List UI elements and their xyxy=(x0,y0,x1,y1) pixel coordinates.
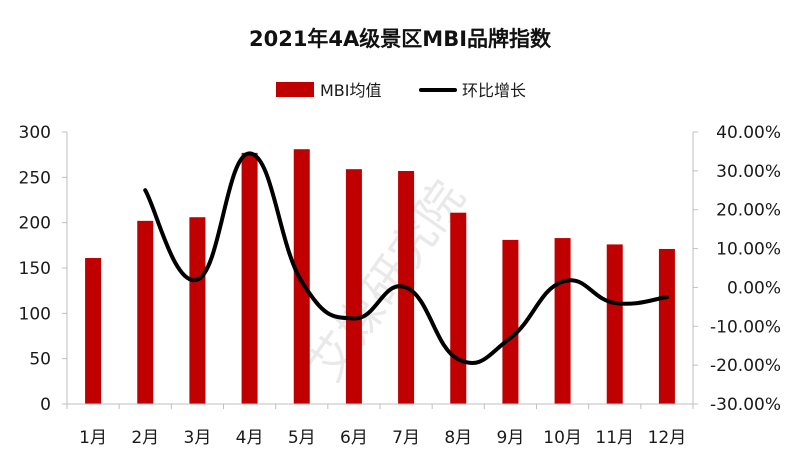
x-tick-label: 4月 xyxy=(236,428,264,448)
bar-10 xyxy=(554,238,571,404)
bar-9 xyxy=(502,239,519,404)
line-series xyxy=(143,151,669,366)
y-right-tick-label: -20.00% xyxy=(710,356,781,376)
x-tick-label: 11月 xyxy=(595,428,634,448)
y-right-tick-labels: -30.00% -20.00% -10.00% 0.00% 10.00% 20.00% 30… xyxy=(710,123,781,415)
y-left-tick-label: 200 xyxy=(19,214,51,234)
bar-11 xyxy=(606,244,623,404)
legend-bar-swatch xyxy=(276,82,314,97)
axes xyxy=(62,131,698,409)
x-tick-label: 7月 xyxy=(392,428,420,448)
watermark: 艾媒研究院 xyxy=(299,171,475,390)
y-left-tick-label: 0 xyxy=(40,395,51,415)
legend-line-label: 环比增长 xyxy=(462,81,526,100)
x-tick-label: 2月 xyxy=(131,428,159,448)
x-tick-label: 6月 xyxy=(340,428,368,448)
bar-4 xyxy=(241,152,258,404)
y-right-tick-label: 0.00% xyxy=(727,278,781,298)
y-left-tick-label: 250 xyxy=(19,168,51,188)
bar-12 xyxy=(658,248,675,404)
bar-5 xyxy=(293,149,310,404)
y-right-tick-label: -10.00% xyxy=(710,317,781,337)
bar-6 xyxy=(345,169,362,404)
y-left-tick-label: 50 xyxy=(29,350,51,370)
bar-1 xyxy=(85,258,102,404)
y-left-tick-label: 150 xyxy=(19,259,51,279)
x-tick-label: 3月 xyxy=(184,428,212,448)
bar-3 xyxy=(189,217,206,404)
x-tick-label: 10月 xyxy=(543,428,582,448)
legend: MBI均值 环比增长 xyxy=(276,81,526,100)
y-left-tick-labels: 0 50 100 150 200 250 300 xyxy=(19,123,51,415)
legend-bar-label: MBI均值 xyxy=(320,81,382,100)
x-tick-label: 9月 xyxy=(497,428,525,448)
x-tick-labels: 1月 2月 3月 4月 5月 6月 7月 8月 9月 10月 11月 12月 xyxy=(79,428,686,448)
x-tick-label: 5月 xyxy=(288,428,316,448)
y-left-tick-label: 100 xyxy=(19,304,51,324)
chart-title: 2021年4A级景区MBI品牌指数 xyxy=(249,27,552,51)
y-right-tick-label: 20.00% xyxy=(716,201,781,221)
y-right-tick-label: 30.00% xyxy=(716,162,781,182)
bar-8 xyxy=(450,212,467,404)
y-right-tick-label: -30.00% xyxy=(710,395,781,415)
x-tick-label: 12月 xyxy=(648,428,687,448)
bar-2 xyxy=(137,220,154,404)
y-left-tick-label: 300 xyxy=(19,123,51,143)
y-right-tick-label: 40.00% xyxy=(716,123,781,143)
y-right-tick-label: 10.00% xyxy=(716,240,781,260)
x-tick-label: 1月 xyxy=(79,428,107,448)
x-tick-label: 8月 xyxy=(444,428,472,448)
